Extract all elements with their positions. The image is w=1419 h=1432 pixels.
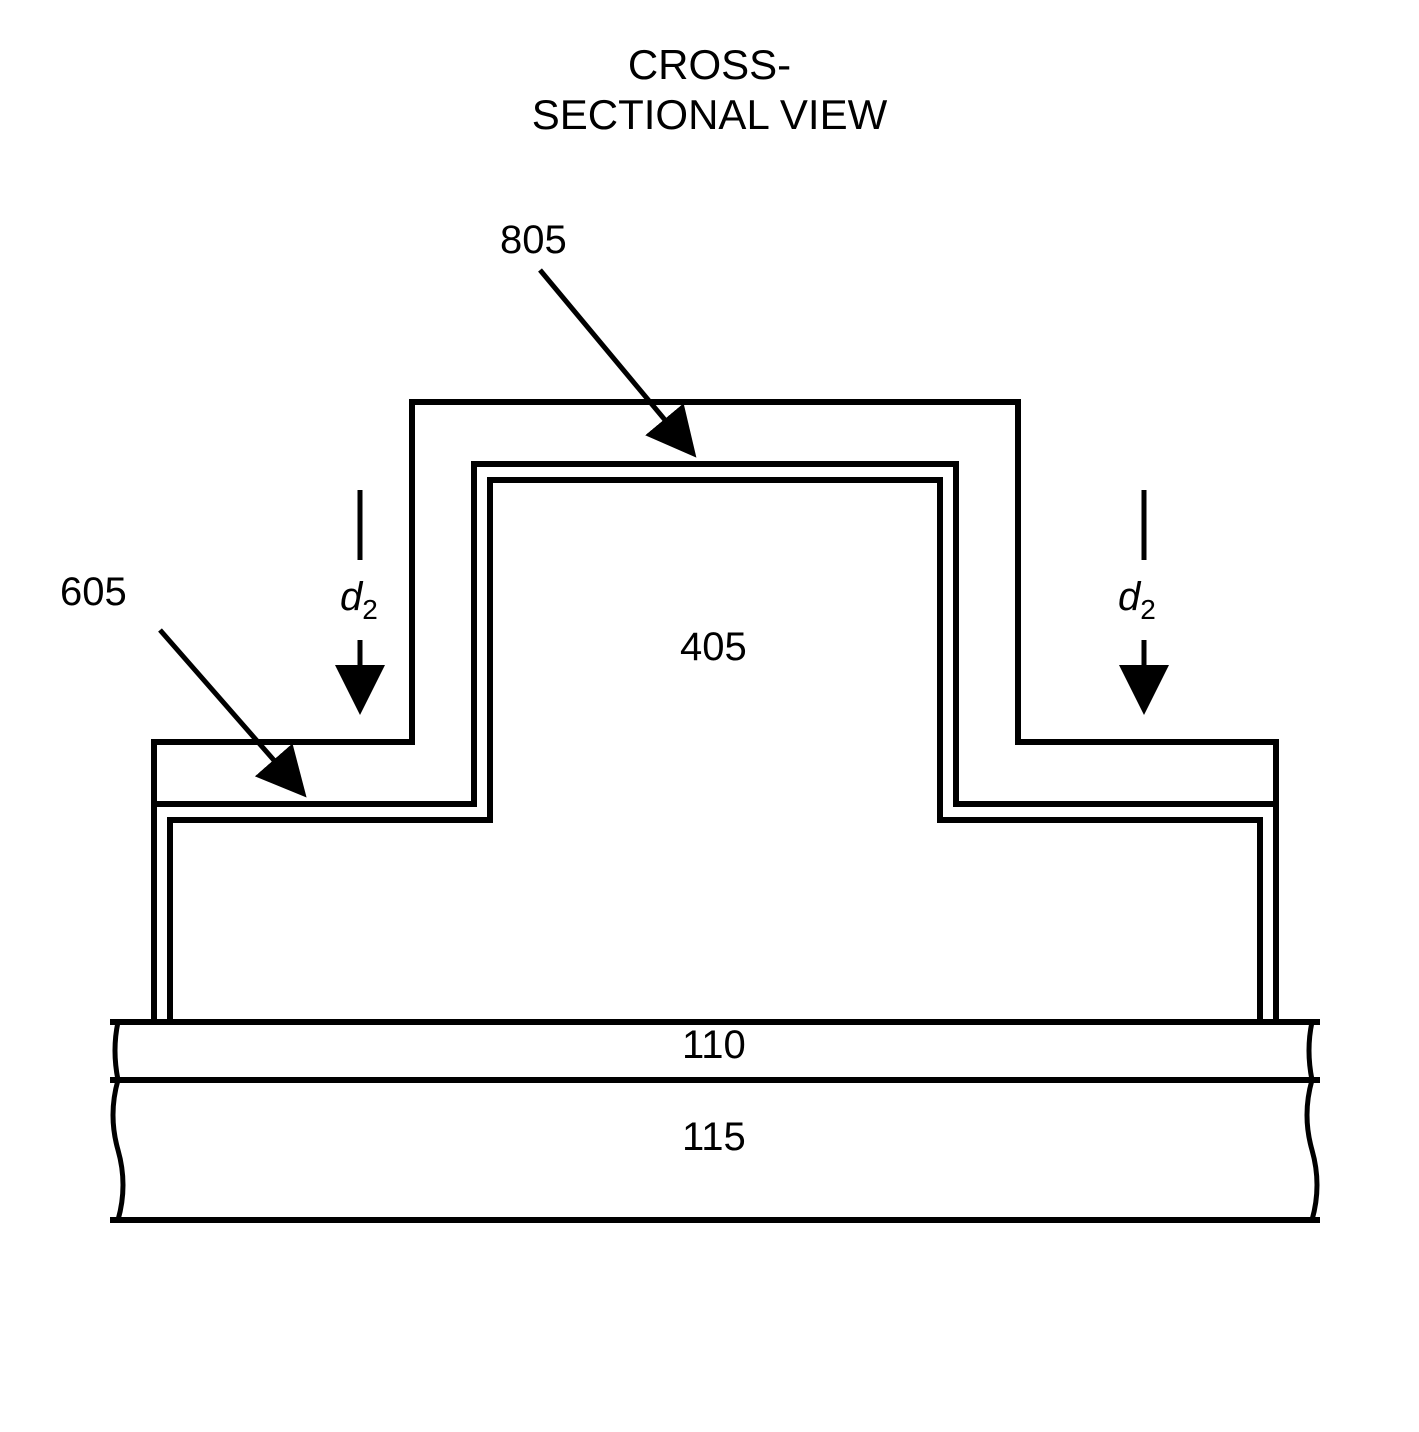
label-110: 110 [682, 1023, 746, 1068]
label-805: 805 [500, 218, 567, 263]
label-d2-left: d2 [340, 575, 378, 626]
label-605: 605 [60, 570, 127, 615]
label-405: 405 [680, 625, 747, 670]
label-115: 115 [682, 1115, 746, 1160]
structure-405 [170, 480, 1260, 1022]
arrow-805 [540, 270, 690, 450]
layer-805 [154, 402, 1276, 1022]
label-d2-right: d2 [1118, 575, 1156, 626]
arrow-605 [160, 630, 300, 790]
diagram-svg [0, 0, 1419, 1432]
